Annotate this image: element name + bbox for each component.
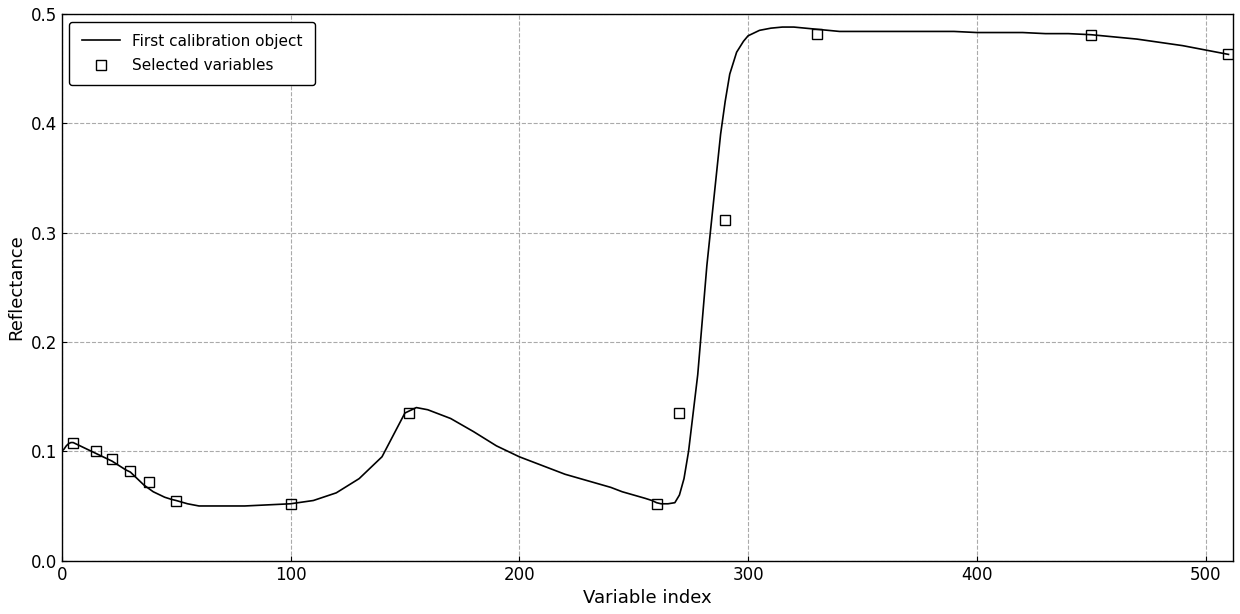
First calibration object (775, 23, 790, 31)
Selected variables (718, 216, 733, 223)
First calibration object (191, 502, 206, 510)
First calibration object (1221, 51, 1236, 58)
Selected variables (141, 478, 156, 486)
X-axis label: Variable index: Variable index (583, 589, 712, 607)
Selected variables (66, 439, 81, 446)
First calibration object (1016, 29, 1030, 36)
First calibration object (180, 500, 195, 507)
Y-axis label: Reflectance: Reflectance (7, 235, 25, 340)
Line: Selected variables: Selected variables (68, 29, 1234, 508)
Line: First calibration object: First calibration object (62, 27, 1229, 506)
First calibration object (667, 499, 682, 507)
Selected variables (649, 500, 663, 507)
Selected variables (810, 30, 825, 37)
First calibration object (1130, 36, 1145, 43)
Selected variables (672, 410, 687, 417)
Selected variables (402, 410, 417, 417)
Selected variables (283, 500, 298, 507)
Selected variables (1221, 51, 1236, 58)
Selected variables (104, 455, 119, 462)
Selected variables (169, 497, 184, 504)
Legend: First calibration object, Selected variables: First calibration object, Selected varia… (69, 21, 315, 85)
Selected variables (1084, 31, 1099, 39)
First calibration object (55, 448, 69, 455)
First calibration object (1084, 31, 1099, 39)
Selected variables (88, 448, 103, 455)
First calibration object (1061, 30, 1076, 37)
Selected variables (123, 467, 138, 475)
